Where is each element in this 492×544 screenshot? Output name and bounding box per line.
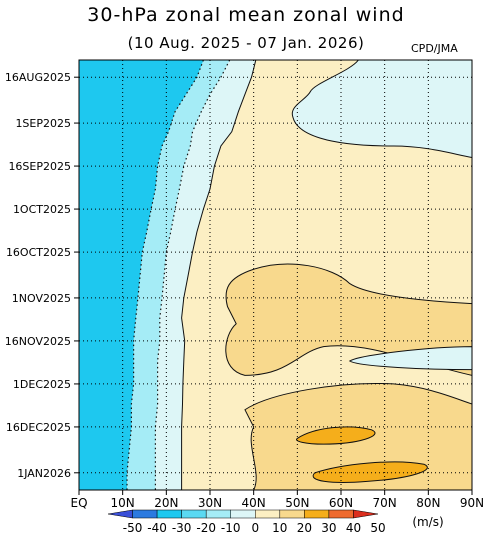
chart-subtitle: (10 Aug. 2025 - 07 Jan. 2026) [127, 34, 365, 52]
colorbar-segment [304, 509, 330, 519]
colorbar-label: -30 [172, 521, 192, 535]
plot-content [79, 60, 472, 490]
y-tick-label: 16OCT2025 [6, 246, 71, 259]
y-tick-label: 1DEC2025 [13, 378, 71, 391]
x-tick-label: 30N [198, 496, 222, 510]
x-axis: EQ 10N 20N 30N 40N 50N 60N 70N 80N 90N [70, 490, 484, 510]
colorbar-label: -20 [196, 521, 216, 535]
colorbar: -50 -40 -30 -20 -10 0 10 20 30 40 50 (m/s) [107, 509, 444, 535]
colorbar-segment [107, 509, 133, 519]
colorbar-segment [156, 509, 182, 519]
colorbar-label: 50 [370, 521, 385, 535]
x-tick-label: 70N [373, 496, 397, 510]
x-tick-label: 90N [460, 496, 484, 510]
y-tick-label: 16AUG2025 [5, 71, 71, 84]
colorbar-label: 0 [251, 521, 259, 535]
fill-20-30-core-1 [295, 426, 376, 445]
y-tick-label: 1OCT2025 [13, 203, 71, 216]
colorbar-unit: (m/s) [412, 515, 443, 529]
x-tick-label: EQ [70, 496, 87, 510]
fill-20-30-core-2 [312, 461, 428, 483]
y-tick-label: 1JAN2026 [17, 467, 71, 480]
colorbar-label: -50 [123, 521, 143, 535]
colorbar-segment [230, 509, 256, 519]
y-tick-label: 16NOV2025 [5, 335, 71, 348]
colorbar-segment [353, 509, 379, 519]
colorbar-segment [279, 509, 305, 519]
x-tick-label: 20N [154, 496, 178, 510]
colorbar-segment [181, 509, 207, 519]
x-tick-label: 80N [416, 496, 440, 510]
colorbar-label: 40 [346, 521, 361, 535]
colorbar-segment [205, 509, 231, 519]
colorbar-segment [132, 509, 158, 519]
x-tick-label: 10N [111, 496, 135, 510]
colorbar-label: 20 [297, 521, 312, 535]
fill-below-minus20 [79, 60, 204, 490]
colorbar-label: 30 [321, 521, 336, 535]
credit-label: CPD/JMA [411, 42, 458, 55]
x-tick-label: 60N [329, 496, 353, 510]
colorbar-segment [255, 509, 281, 519]
colorbar-label: -10 [221, 521, 241, 535]
colorbar-segment [328, 509, 354, 519]
plot-area [78, 59, 473, 491]
y-tick-label: 16DEC2025 [6, 421, 71, 434]
x-tick-label: 40N [242, 496, 266, 510]
chart-title: 30-hPa zonal mean zonal wind [87, 4, 405, 26]
plot-frame [78, 59, 473, 491]
x-tick-label: 50N [285, 496, 309, 510]
fill-polar-easterly-band [291, 60, 472, 158]
y-tick-label: 1SEP2025 [15, 117, 71, 130]
colorbar-label: -40 [147, 521, 167, 535]
y-tick-label: 1NOV2025 [12, 292, 71, 305]
fill-polar-tongue [348, 346, 472, 371]
y-axis: 16AUG2025 1SEP2025 16SEP2025 1OCT2025 16OCT2… [5, 71, 79, 480]
colorbar-label: 10 [272, 521, 287, 535]
y-tick-label: 16SEP2025 [8, 160, 71, 173]
contour-zero [181, 60, 257, 490]
